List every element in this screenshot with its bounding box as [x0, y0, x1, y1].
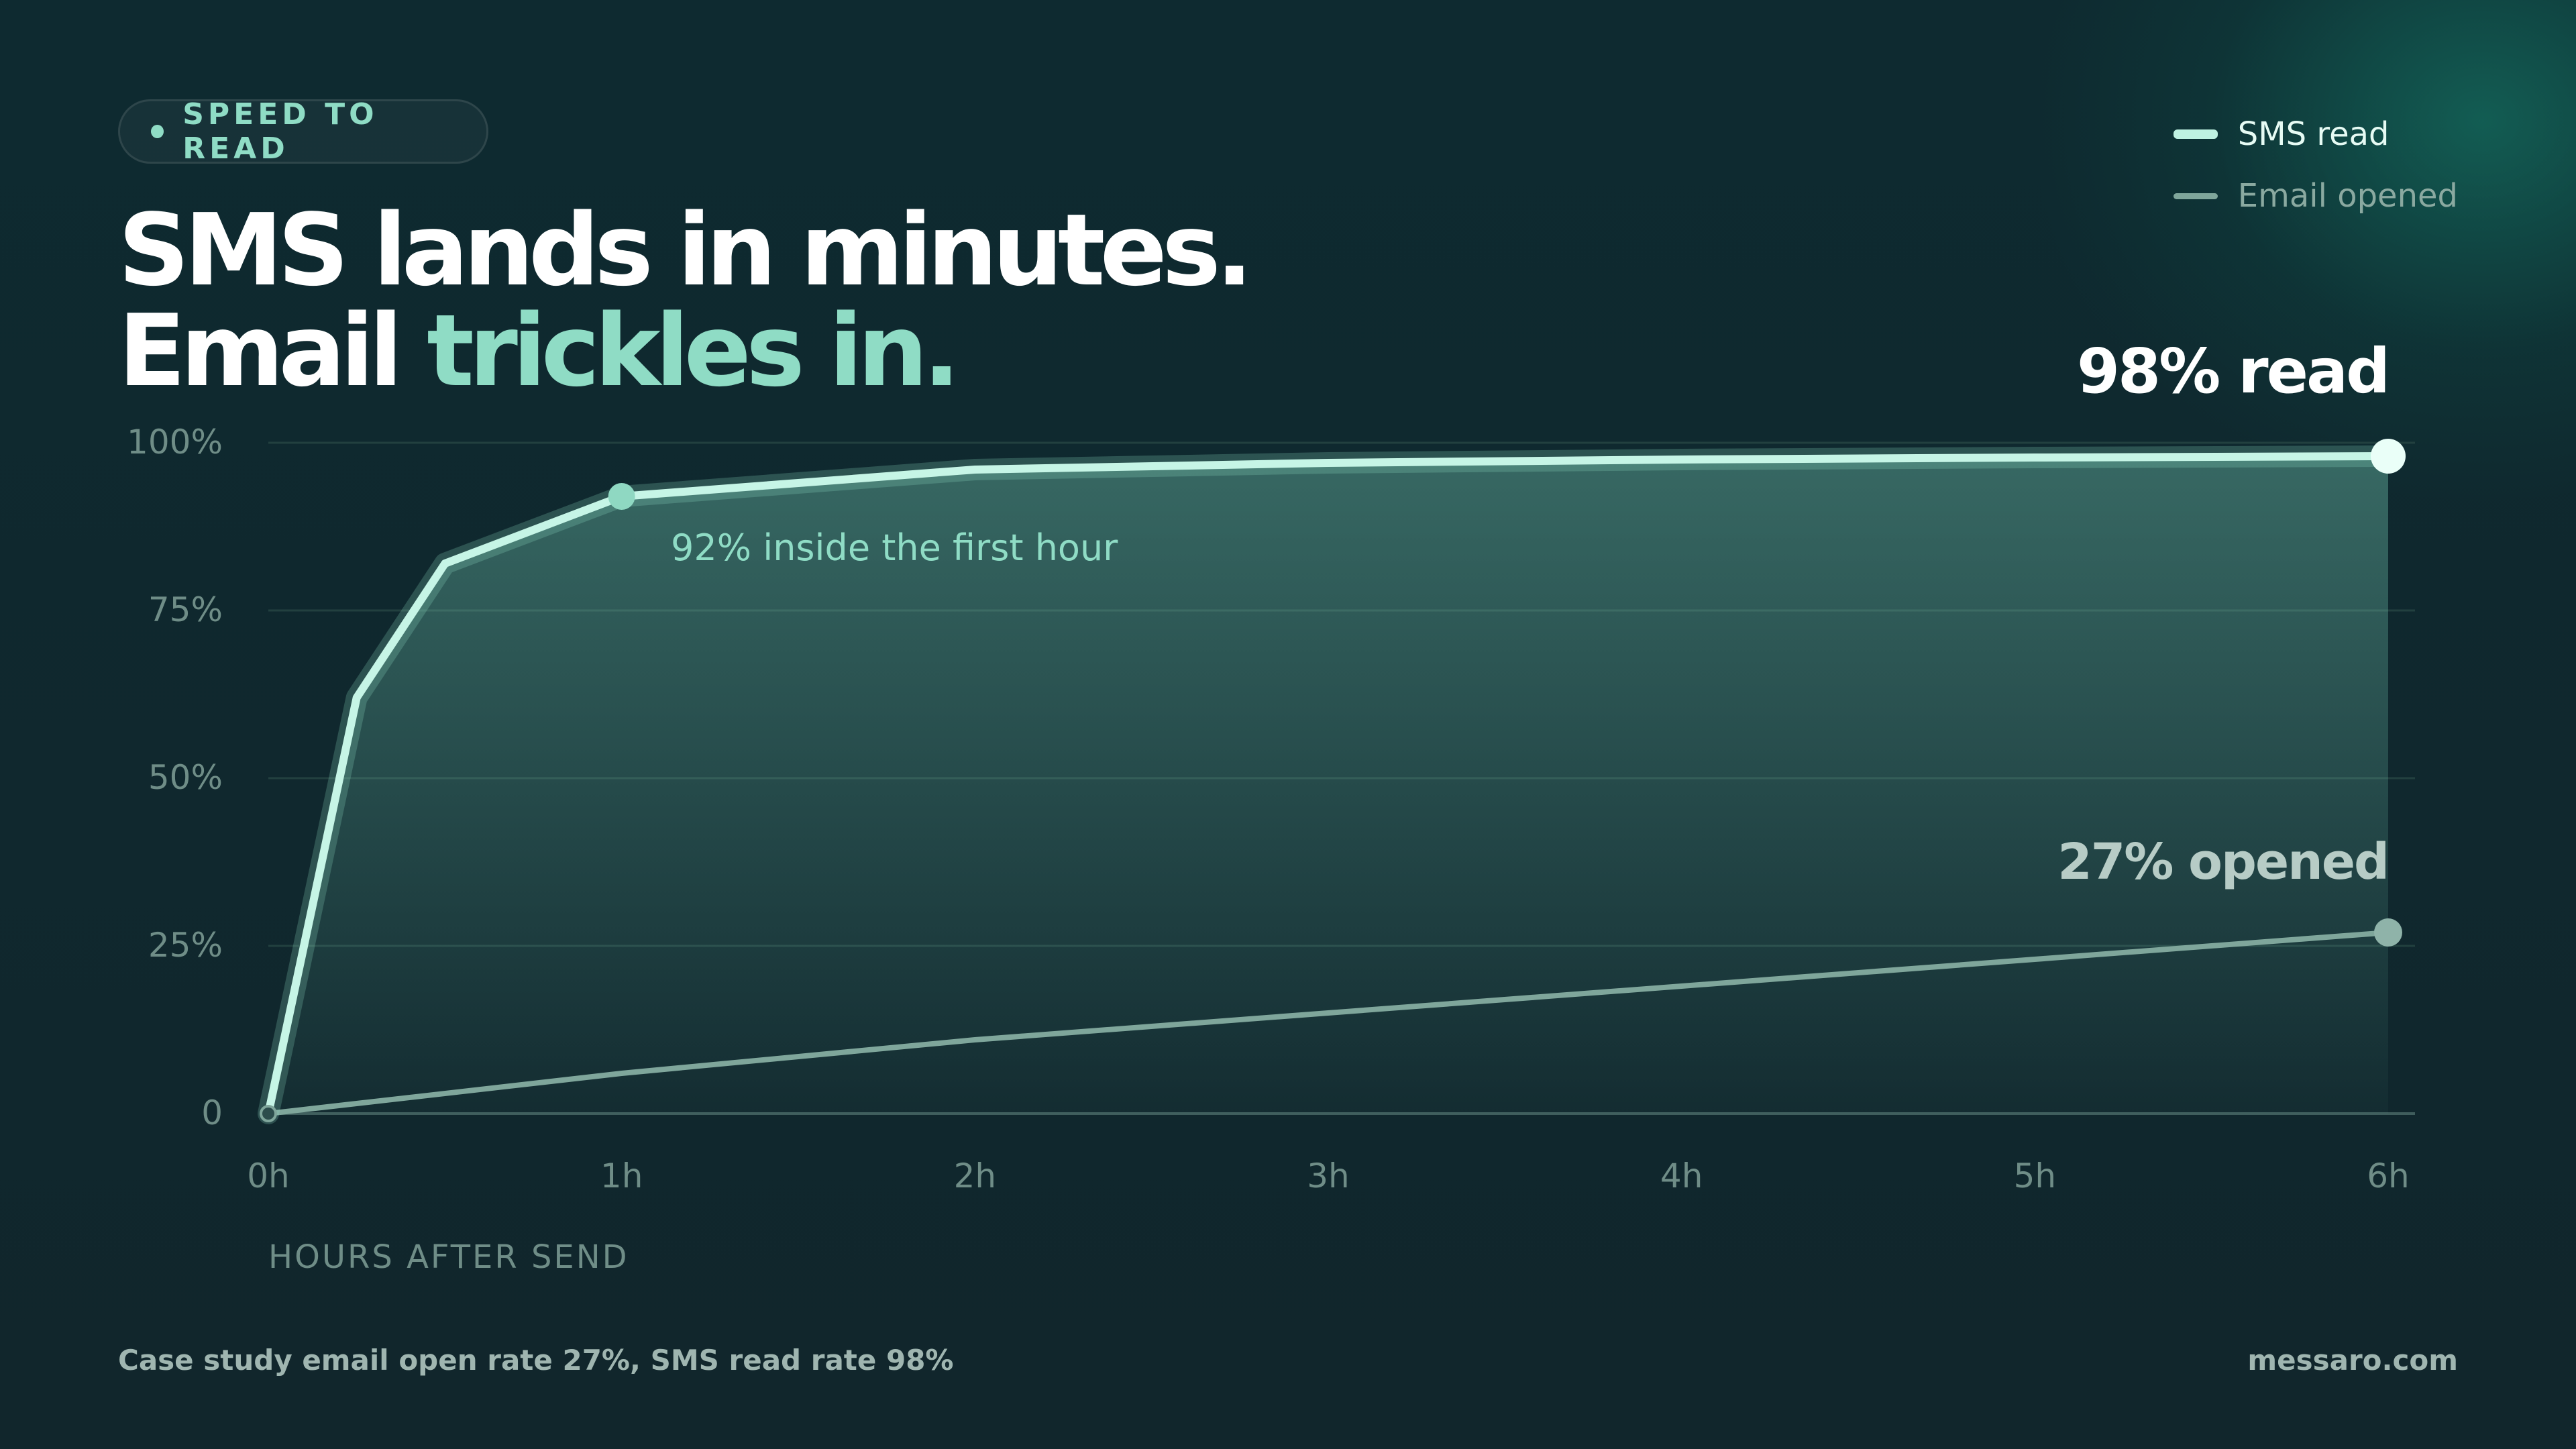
- sms-point-end: [2371, 439, 2406, 474]
- x-axis-label: HOURS AFTER SEND: [268, 1238, 629, 1276]
- x-tick-label: 2h: [954, 1157, 997, 1195]
- footer-brand-link[interactable]: messaro.com: [2247, 1344, 2458, 1377]
- headline-line-2-plain: Email: [118, 293, 427, 409]
- legend-item-email: Email opened: [2173, 176, 2458, 216]
- legend-swatch-sms: [2173, 129, 2218, 139]
- legend-swatch-email: [2173, 193, 2218, 199]
- series-lines: [258, 445, 2399, 1124]
- x-tick-label: 3h: [1307, 1157, 1350, 1195]
- annotation-sms-end: 98% read: [2077, 335, 2388, 407]
- x-tick-label: 0h: [247, 1157, 290, 1195]
- annotations: 92% inside the first hour 98% read 27% ope…: [671, 335, 2390, 891]
- x-tick-label: 4h: [1660, 1157, 1703, 1195]
- legend-item-sms: SMS read: [2173, 114, 2458, 154]
- y-axis-ticks: 0 25% 50% 75% 100%: [127, 423, 223, 1132]
- sms-area: [268, 456, 2388, 1114]
- y-tick-label: 75%: [148, 590, 223, 629]
- y-tick-label: 25%: [148, 926, 223, 965]
- series-points: [260, 439, 2406, 1122]
- x-tick-label: 6h: [2367, 1157, 2410, 1195]
- series-line-sms: [264, 452, 2392, 1118]
- tag-dot-icon: [151, 125, 164, 138]
- annotation-first-hour: 92% inside the first hour: [671, 527, 1118, 569]
- x-tick-label: 5h: [2014, 1157, 2057, 1195]
- sms-area-fill: [268, 456, 2388, 1114]
- x-axis-ticks: 0h 1h 2h 3h 4h 5h 6h: [247, 1157, 2410, 1195]
- headline-line-1: SMS lands in minutes.: [118, 193, 1253, 308]
- tag-label: SPEED TO READ: [182, 97, 378, 166]
- y-tick-label: 50%: [148, 758, 223, 797]
- annotation-email-end: 27% opened: [2057, 833, 2388, 891]
- sms-point-1h: [608, 483, 635, 510]
- y-tick-label: 0: [201, 1093, 223, 1132]
- x-tick-label: 1h: [600, 1157, 643, 1195]
- footer-source: Case study email open rate 27%, SMS read…: [118, 1344, 954, 1377]
- chart-legend: SMS read Email opened: [2173, 114, 2458, 237]
- origin-point: [260, 1105, 277, 1122]
- legend-label-sms: SMS read: [2237, 115, 2390, 153]
- section-tag: SPEED TO READ: [118, 97, 488, 166]
- headline-line-2: Email trickles in.: [118, 301, 1248, 401]
- headline-line-2-accent: trickles in.: [427, 293, 961, 409]
- headline: SMS lands in minutes. Email trickles in.: [118, 193, 1253, 401]
- y-tick-label: 100%: [127, 423, 223, 462]
- series-line-email: [266, 930, 2391, 1116]
- legend-label-email: Email opened: [2237, 177, 2458, 215]
- email-point-end: [2374, 918, 2402, 947]
